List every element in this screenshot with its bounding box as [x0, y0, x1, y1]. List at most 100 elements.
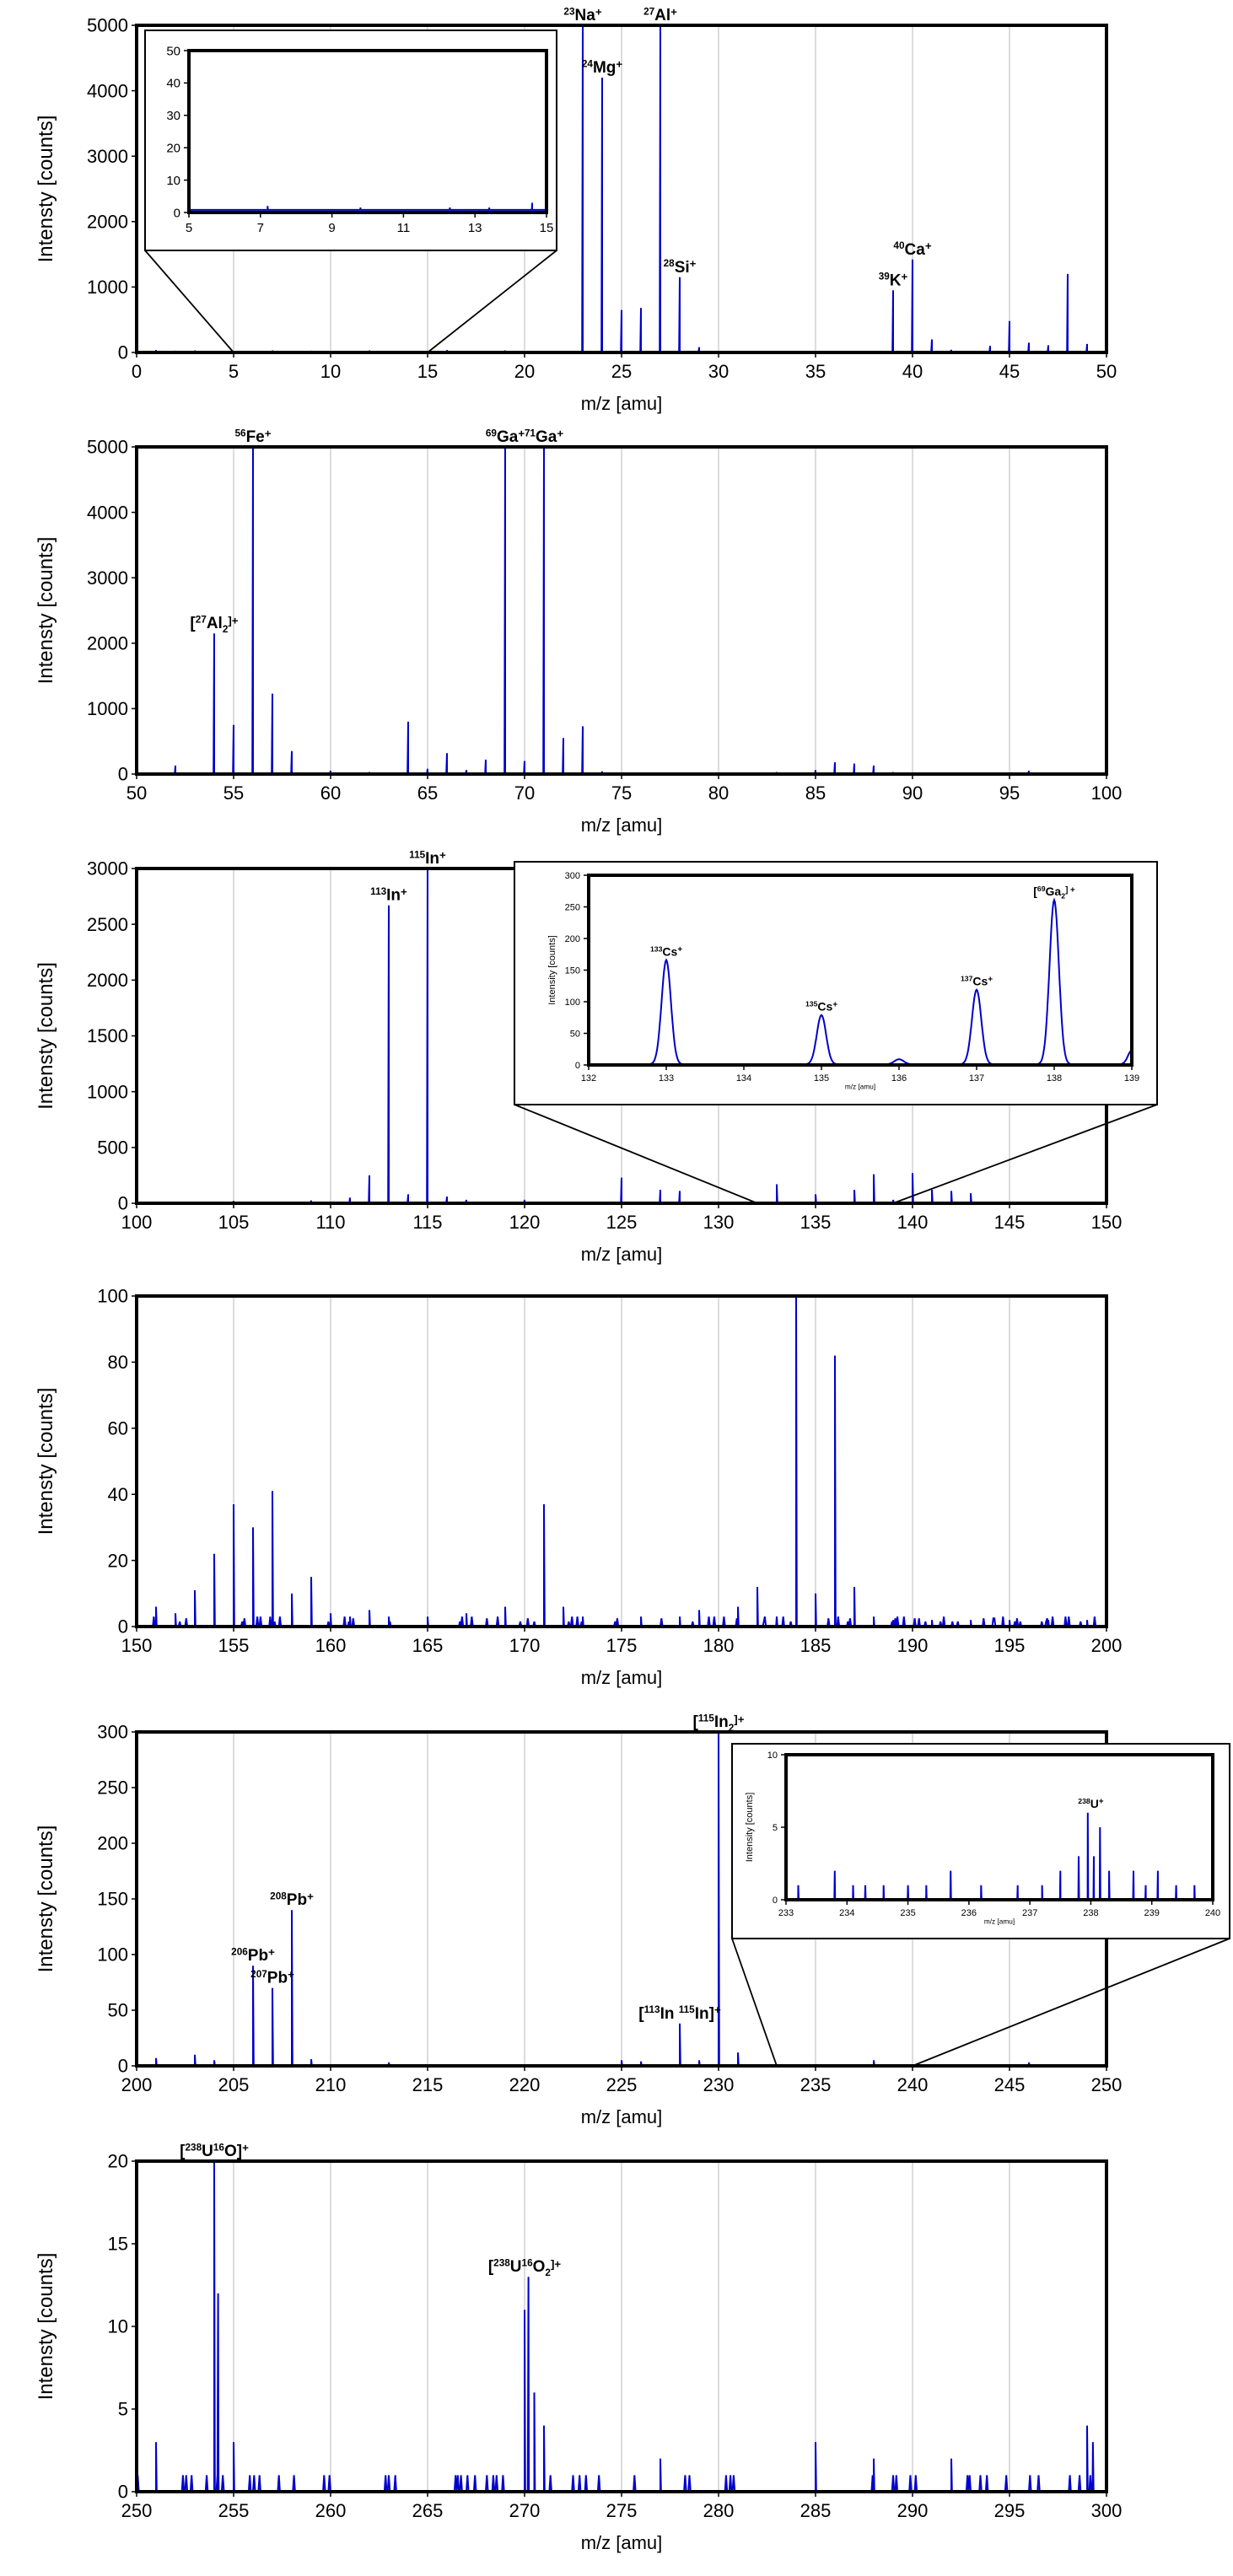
- y-tick-label: 1500: [87, 1025, 128, 1046]
- peak-annotation: 113In+: [370, 885, 407, 905]
- plot-frame: [135, 445, 1108, 776]
- x-tick-label: 239: [1144, 1908, 1160, 1918]
- x-axis-label: m/z [amu]: [581, 1667, 663, 1688]
- inset-box: [144, 30, 557, 251]
- x-tick-label: 235: [900, 1908, 915, 1918]
- y-axis-label: Intensty [counts]: [35, 1826, 57, 1973]
- x-tick-label: 150: [1091, 1212, 1123, 1233]
- y-tick-label: 2000: [87, 970, 128, 991]
- inset-3: 132 133 134 135 136 137 138 139 0 50 100 150 200 250 3…: [514, 861, 1158, 1204]
- y-tick-label: 3000: [87, 146, 128, 167]
- y-tick-label: 10: [108, 2316, 128, 2337]
- spectrum-panel-5: 200 205 210 215 220 225 230 235 240 245 2500501001…: [35, 1713, 1230, 2127]
- x-tick-label: 255: [218, 2500, 250, 2521]
- zoom-connector: [144, 250, 234, 353]
- y-tick-label: 5000: [87, 15, 128, 36]
- x-tick-label: 138: [1047, 1073, 1062, 1084]
- zoom-connector: [427, 250, 557, 353]
- inset-x-axis-label: m/z [amu]: [984, 1918, 1015, 1926]
- y-tick-label: 10: [166, 174, 180, 188]
- y-tick-label: 0: [118, 764, 128, 785]
- x-tick-label: 100: [121, 1212, 153, 1233]
- x-tick-label: 50: [1096, 361, 1117, 382]
- x-tick-label: 235: [800, 2074, 832, 2095]
- y-tick-label: 5000: [87, 437, 128, 458]
- x-tick-label: 110: [315, 1212, 345, 1233]
- y-tick-label: 15: [108, 2234, 128, 2255]
- plot-frame: [135, 2159, 1108, 2493]
- inset-box: [731, 1743, 1230, 1939]
- y-tick-label: 10: [767, 1750, 778, 1761]
- x-tick-label: 137: [969, 1073, 984, 1084]
- y-tick-label: 0: [118, 1193, 128, 1214]
- y-tick-label: 1000: [87, 277, 128, 298]
- y-axis-label: Intensty [counts]: [35, 2253, 57, 2401]
- x-tick-label: 190: [897, 1635, 929, 1656]
- y-axis-label: Intensty [counts]: [35, 537, 57, 685]
- x-tick-label: 90: [902, 782, 923, 804]
- y-tick-label: 5: [773, 1823, 778, 1833]
- peak-annotation: 24Mg+: [582, 57, 623, 77]
- y-tick-label: 200: [97, 1833, 128, 1854]
- y-tick-label: 0: [773, 1896, 778, 1906]
- y-tick-label: 250: [97, 1777, 128, 1799]
- peak-annotation: 135Cs+: [805, 1000, 837, 1014]
- y-tick-label: 50: [108, 2000, 128, 2021]
- y-tick-label: 300: [97, 1722, 128, 1743]
- x-tick-label: 245: [994, 2074, 1026, 2095]
- inset-frame: [784, 1753, 1214, 1901]
- x-tick-label: 285: [800, 2500, 832, 2521]
- x-tick-label: 175: [606, 1635, 638, 1656]
- inset-frame: [587, 874, 1133, 1067]
- x-tick-label: 5: [229, 361, 239, 382]
- peak-annotation: [113In 115In]+: [638, 2003, 721, 2023]
- y-tick-label: 30: [166, 109, 180, 123]
- inset-frame: [187, 49, 548, 214]
- x-tick-label: 50: [127, 782, 147, 804]
- y-tick-label: 0: [174, 206, 180, 220]
- y-tick-label: 300: [565, 871, 580, 881]
- y-tick-label: 40: [166, 77, 180, 91]
- x-tick-label: 95: [999, 782, 1020, 804]
- y-tick-label: 2000: [87, 212, 128, 233]
- y-tick-label: 20: [166, 141, 180, 155]
- x-tick-label: 5: [186, 221, 192, 235]
- x-tick-label: 225: [606, 2074, 638, 2095]
- y-tick-label: 50: [166, 44, 180, 58]
- y-axis-label: Intensty [counts]: [35, 1388, 57, 1535]
- x-tick-label: 135: [800, 1212, 832, 1233]
- peak-annotation: 56Fe+: [234, 427, 271, 446]
- peak-annotation: 133Cs+: [650, 944, 682, 958]
- x-tick-label: 25: [611, 361, 632, 382]
- inset-y-axis-label: Intensity [counts]: [547, 935, 557, 1005]
- y-tick-label: 250: [565, 902, 580, 912]
- y-tick-label: 150: [565, 965, 580, 976]
- x-tick-label: 45: [999, 361, 1020, 382]
- x-tick-label: 295: [994, 2500, 1026, 2521]
- x-tick-label: 75: [611, 782, 632, 804]
- x-tick-label: 233: [778, 1908, 794, 1918]
- y-tick-label: 4000: [87, 80, 128, 101]
- x-tick-label: 205: [218, 2074, 250, 2095]
- x-tick-label: 15: [417, 361, 438, 382]
- x-tick-label: 20: [514, 361, 535, 382]
- y-tick-label: 100: [97, 1944, 128, 1966]
- x-tick-label: 170: [509, 1635, 541, 1656]
- peak-annotation: [238U16O2]+: [488, 2257, 562, 2278]
- y-tick-label: 150: [97, 1889, 128, 1910]
- spectrum-line: [189, 202, 547, 211]
- x-tick-label: 0: [132, 361, 142, 382]
- x-tick-label: 11: [397, 221, 411, 235]
- x-tick-label: 165: [412, 1635, 444, 1656]
- x-tick-label: 13: [468, 221, 482, 235]
- x-tick-label: 132: [581, 1073, 596, 1084]
- y-tick-label: 0: [118, 1616, 128, 1638]
- y-tick-label: 80: [108, 1352, 128, 1373]
- y-tick-label: 1000: [87, 1081, 128, 1102]
- x-tick-label: 260: [315, 2500, 347, 2521]
- y-tick-label: 20: [108, 2151, 128, 2172]
- x-axis-label: m/z [amu]: [581, 2106, 663, 2127]
- x-tick-label: 30: [708, 361, 729, 382]
- y-tick-label: 0: [118, 2056, 128, 2077]
